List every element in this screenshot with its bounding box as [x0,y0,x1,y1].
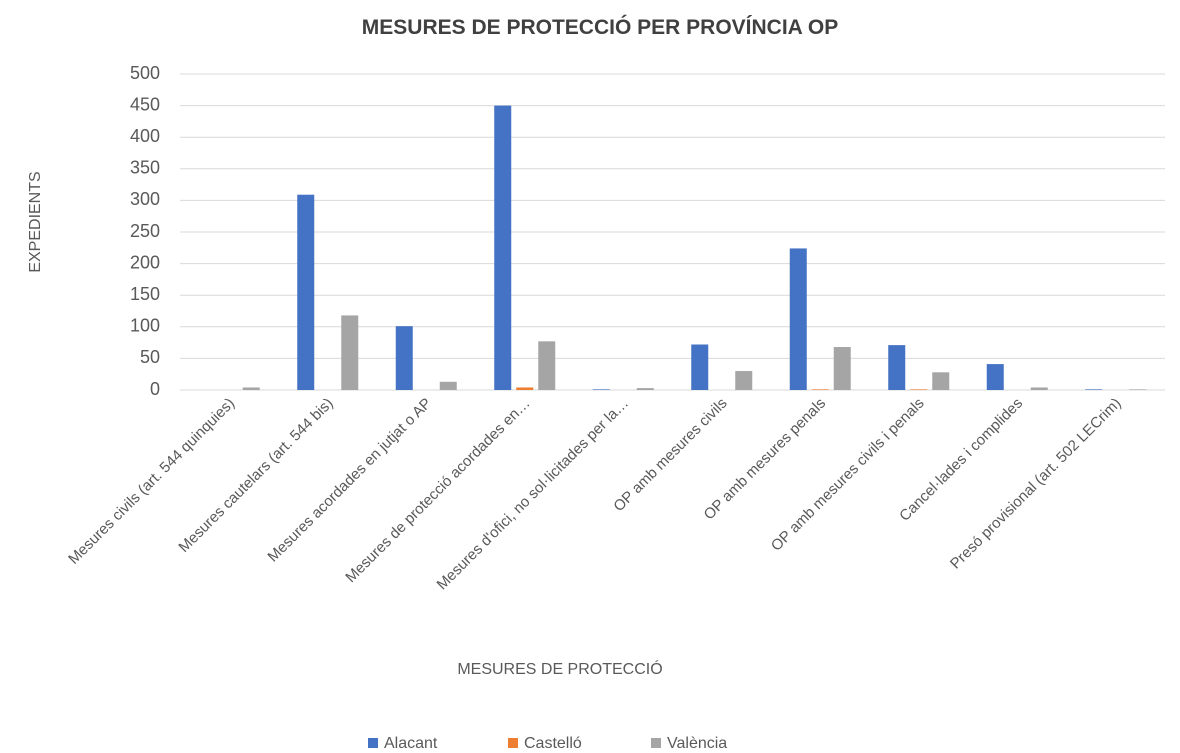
bar [735,371,753,390]
bar [516,387,534,390]
bar [636,388,654,390]
bar [538,341,556,390]
bar [1129,389,1147,390]
bar [297,194,315,390]
x-tick-label: Mesures cautelars (art. 544 bis) [175,395,336,556]
bar [691,344,709,390]
legend-swatch [651,738,661,748]
y-tick-label: 100 [130,316,160,336]
y-axis-title: EXPEDIENTS [27,171,44,272]
bar [1030,387,1048,390]
y-tick-label: 50 [140,347,160,367]
y-tick-label: 400 [130,126,160,146]
bar [242,387,260,390]
bar [811,389,829,390]
bar [833,347,851,390]
x-tick-label: OP amb mesures civils [610,395,730,515]
x-tick-label: Mesures civils (art. 544 quinquies) [65,395,238,568]
x-tick-label: Mesures de protecció acordades en… [342,395,533,586]
bar [1085,389,1103,390]
x-tick-label: Presó provisional (art. 502 LECrim) [947,395,1125,573]
y-tick-label: 300 [130,189,160,209]
x-tick-label: Mesures acordades en jutjat o AP [264,395,435,566]
bar [789,248,807,390]
legend-swatch [368,738,378,748]
bar [395,326,413,390]
y-tick-label: 200 [130,252,160,272]
y-tick-label: 150 [130,284,160,304]
bar [932,372,950,390]
legend-swatch [508,738,518,748]
legend-label: Alacant [384,735,438,752]
y-tick-label: 500 [130,63,160,83]
bar [910,389,928,390]
y-tick-label: 350 [130,158,160,178]
bar [888,345,906,390]
bar [341,315,359,390]
bar [439,381,457,390]
bar [494,105,512,390]
legend-label: Castelló [524,735,582,752]
bar [986,364,1004,390]
x-tick-label: Mesures d'ofici, no sol·licitades per la… [434,395,633,594]
y-tick-label: 250 [130,221,160,241]
y-tick-label: 0 [150,379,160,399]
bar [592,389,610,390]
chart-title: MESURES DE PROTECCIÓ PER PROVÍNCIA OP [362,15,838,39]
x-axis-title: MESURES DE PROTECCIÓ [457,659,662,678]
y-tick-label: 450 [130,94,160,114]
legend-label: València [667,735,727,752]
